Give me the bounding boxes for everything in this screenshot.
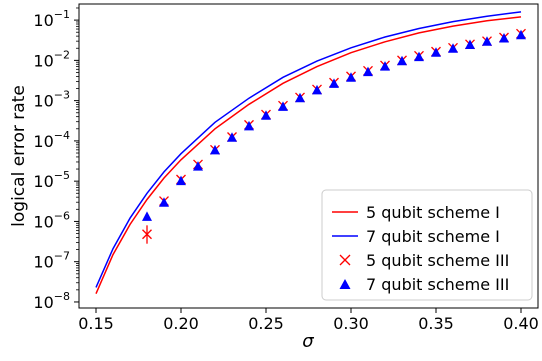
y-tick-label: 10−3 (33, 89, 70, 111)
y-tick-label: 10−4 (33, 129, 70, 151)
data-point-triangle-marker (210, 144, 220, 155)
legend-label-7-scheme-1: 7 qubit scheme I (366, 227, 500, 246)
y-tick-label: 10−6 (33, 209, 70, 231)
series-layer (95, 11, 526, 294)
y-axis-ticks: 10−8 10−7 10−6 10−5 10−4 10−3 10−2 10−1 (33, 7, 79, 312)
data-point-triangle-marker (227, 132, 237, 142)
x-tick-label: 0.20 (163, 314, 199, 333)
data-point-triangle-marker (329, 78, 339, 88)
legend-label-5-scheme-1: 5 qubit scheme I (366, 203, 500, 222)
y-tick-label: 10−8 (33, 290, 70, 312)
data-point-triangle-marker (312, 84, 322, 95)
x-tick-label: 0.25 (248, 314, 284, 333)
legend-label-7-scheme-3: 7 qubit scheme III (366, 275, 509, 294)
data-point-triangle-marker (278, 101, 288, 111)
y-tick-label: 10−5 (33, 169, 70, 191)
data-point-triangle-marker (261, 110, 271, 120)
data-point-triangle-marker (516, 29, 526, 40)
data-point-triangle-marker (448, 43, 458, 53)
legend-swatch-triangle-marker (339, 279, 351, 289)
data-point-triangle-marker (363, 66, 373, 77)
data-point-triangle-marker (193, 161, 203, 171)
data-point-triangle-marker (380, 61, 390, 71)
data-point-triangle-marker (499, 32, 509, 43)
data-point-triangle-marker (176, 175, 186, 186)
plot-area-border (78, 3, 539, 309)
x-axis-label: σ (302, 331, 314, 352)
data-point-triangle-marker (465, 39, 475, 50)
legend: 5 qubit scheme I 7 qubit scheme I 5 qubi… (321, 189, 533, 301)
x-tick-label: 0.30 (333, 314, 369, 333)
y-axis-label: logical error rate (9, 85, 29, 227)
data-point-triangle-marker (397, 55, 407, 66)
legend-swatch-x-marker (339, 254, 351, 266)
series-line-1 (95, 11, 522, 288)
data-point-triangle-marker (244, 120, 254, 131)
x-axis-ticks: 0.15 0.20 0.25 0.30 0.35 0.40 (78, 308, 539, 333)
y-tick-label: 10−7 (33, 250, 70, 272)
y-tick-label: 10−2 (33, 48, 70, 70)
data-point-triangle-marker (295, 92, 305, 103)
x-tick-label: 0.40 (503, 314, 539, 333)
series-line-0 (95, 16, 522, 294)
y-tick-label: 10−1 (33, 8, 70, 30)
x-tick-label: 0.35 (418, 314, 454, 333)
data-point-triangle-marker (431, 47, 441, 57)
data-point-triangle-marker (142, 211, 152, 221)
legend-label-5-scheme-3: 5 qubit scheme III (366, 251, 509, 270)
data-point-triangle-marker (159, 197, 169, 207)
data-point-triangle-marker (414, 51, 424, 62)
legend-box (321, 189, 533, 301)
data-point-triangle-marker (346, 72, 356, 82)
data-point-triangle-marker (482, 36, 492, 46)
x-tick-label: 0.15 (78, 314, 114, 333)
